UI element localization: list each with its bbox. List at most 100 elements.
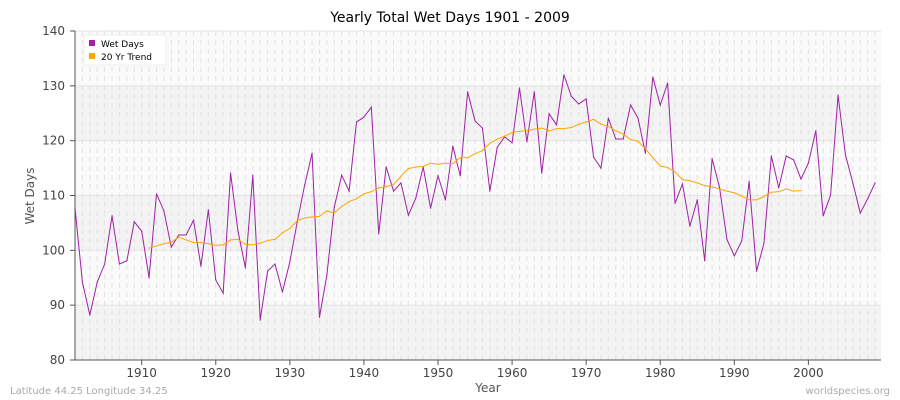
plot-band bbox=[75, 140, 881, 196]
trend-point bbox=[526, 130, 528, 132]
trend-point bbox=[274, 238, 276, 240]
trend-point bbox=[674, 171, 676, 173]
wet-days-point bbox=[652, 76, 654, 78]
x-tick-label: 1910 bbox=[126, 366, 157, 380]
wet-days-point bbox=[341, 174, 343, 176]
trend-point bbox=[229, 239, 232, 241]
wet-days-point bbox=[363, 116, 365, 118]
wet-days-point bbox=[859, 212, 861, 214]
trend-point bbox=[770, 191, 772, 193]
wet-days-point bbox=[622, 138, 624, 140]
trend-point bbox=[733, 192, 735, 194]
legend-label-trend: 20 Yr Trend bbox=[101, 53, 152, 63]
wet-days-point bbox=[555, 124, 558, 126]
plot-band bbox=[75, 31, 881, 86]
wet-days-point bbox=[133, 221, 135, 223]
plot-band bbox=[75, 305, 881, 360]
trend-point bbox=[659, 165, 661, 167]
wet-days-point bbox=[807, 162, 810, 164]
trend-point bbox=[481, 149, 484, 152]
chart-title: Yearly Total Wet Days 1901 - 2009 bbox=[329, 10, 570, 26]
trend-point bbox=[630, 138, 632, 141]
y-tick-label: 140 bbox=[42, 24, 65, 38]
trend-point bbox=[518, 130, 521, 132]
trend-point bbox=[696, 182, 698, 184]
trend-point bbox=[155, 245, 158, 247]
trend-point bbox=[563, 128, 565, 130]
trend-point bbox=[215, 244, 217, 246]
trend-point bbox=[496, 138, 498, 140]
wet-days-point bbox=[392, 190, 395, 192]
wet-days-point bbox=[74, 207, 76, 209]
trend-point bbox=[652, 157, 654, 159]
trend-point bbox=[741, 195, 743, 197]
wet-days-point bbox=[667, 82, 669, 84]
trend-point bbox=[415, 166, 417, 168]
trend-point bbox=[370, 191, 372, 193]
wet-days-point bbox=[326, 274, 328, 276]
wet-days-point bbox=[852, 182, 854, 184]
wet-days-point bbox=[763, 242, 765, 244]
wet-days-point bbox=[874, 182, 876, 184]
trend-point bbox=[252, 244, 254, 246]
wet-days-point bbox=[681, 183, 684, 185]
wet-days-point bbox=[81, 281, 84, 283]
trend-point bbox=[289, 227, 291, 229]
trend-point bbox=[259, 242, 261, 244]
trend-point bbox=[363, 193, 365, 195]
wet-days-point bbox=[481, 127, 484, 129]
trend-point bbox=[341, 205, 343, 208]
wet-days-point bbox=[837, 94, 839, 96]
wet-days-point bbox=[118, 263, 121, 265]
plot-band bbox=[75, 85, 881, 141]
trend-point bbox=[644, 148, 647, 150]
wet-days-point bbox=[844, 154, 847, 156]
wet-days-point bbox=[185, 234, 187, 236]
trend-point bbox=[615, 130, 617, 132]
wet-days-point bbox=[755, 270, 758, 272]
wet-days-point bbox=[726, 238, 728, 240]
trend-point bbox=[326, 210, 328, 212]
wet-days-point bbox=[518, 87, 521, 89]
legend-swatch-trend bbox=[89, 53, 95, 59]
trend-point bbox=[148, 247, 150, 249]
wet-days-point bbox=[526, 141, 528, 143]
x-tick-label: 1970 bbox=[571, 366, 602, 380]
trend-point bbox=[704, 185, 706, 187]
x-tick-label: 2000 bbox=[793, 366, 824, 380]
wet-days-point bbox=[126, 260, 128, 262]
wet-days-point bbox=[429, 207, 432, 209]
legend: Wet Days 20 Yr Trend bbox=[83, 34, 167, 66]
trend-point bbox=[578, 123, 580, 125]
trend-point bbox=[600, 123, 602, 125]
wet-days-point bbox=[89, 314, 91, 316]
trend-point bbox=[355, 198, 358, 200]
wet-days-point bbox=[541, 172, 543, 174]
trend-point bbox=[459, 157, 461, 159]
trend-point bbox=[237, 238, 239, 240]
y-tick-label: 90 bbox=[50, 298, 65, 312]
y-tick-label: 110 bbox=[42, 189, 65, 203]
trend-point bbox=[474, 153, 476, 155]
wet-days-point bbox=[533, 91, 535, 93]
trend-point bbox=[607, 125, 609, 128]
trend-point bbox=[407, 168, 409, 170]
wet-days-point bbox=[822, 215, 824, 217]
wet-days-point bbox=[830, 194, 832, 196]
wet-days-point bbox=[607, 117, 609, 119]
legend-swatch-wet-days bbox=[89, 40, 95, 46]
wet-days-point bbox=[815, 130, 817, 132]
x-axis-label: Year bbox=[474, 381, 500, 395]
wet-days-point bbox=[259, 319, 261, 321]
wet-days-point bbox=[333, 206, 335, 208]
wet-days-point bbox=[659, 104, 661, 106]
wet-days-point bbox=[304, 184, 306, 186]
wet-days-point bbox=[585, 98, 587, 100]
wet-days-point bbox=[741, 240, 743, 242]
trend-point bbox=[748, 199, 750, 201]
footer-source: worldspecies.org bbox=[806, 386, 890, 397]
trend-point bbox=[392, 183, 395, 186]
wet-days-point bbox=[148, 277, 150, 279]
wet-days-point bbox=[778, 187, 780, 189]
wet-days-point bbox=[792, 159, 795, 161]
